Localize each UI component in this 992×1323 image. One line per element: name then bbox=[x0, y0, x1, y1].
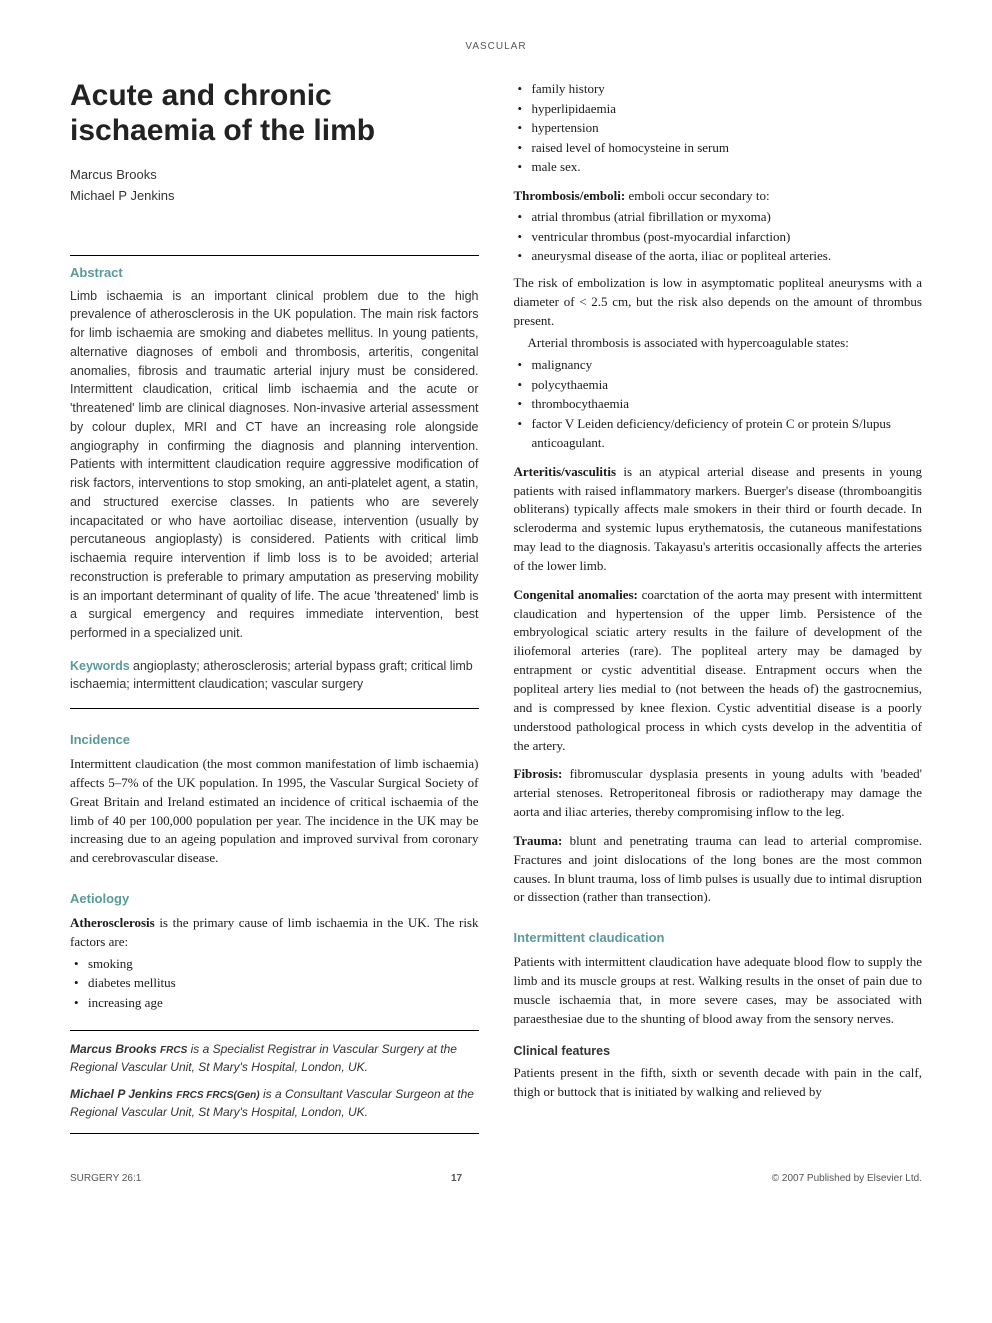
thrombosis-lead: Thrombosis/emboli: bbox=[514, 188, 626, 203]
arteritis-para: Arteritis/vasculitis is an atypical arte… bbox=[514, 463, 923, 576]
bullet-item: family history bbox=[518, 79, 923, 99]
keywords-label: Keywords bbox=[70, 659, 130, 673]
thrombosis-bullets: atrial thrombus (atrial fibrillation or … bbox=[514, 207, 923, 266]
bio-name: Marcus Brooks bbox=[70, 1042, 157, 1056]
aetiology-heading: Aetiology bbox=[70, 890, 479, 908]
bullet-item: factor V Leiden deficiency/deficiency of… bbox=[518, 414, 923, 453]
risk-bullets-cont: family history hyperlipidaemia hypertens… bbox=[514, 79, 923, 177]
rule-bio-top bbox=[70, 1030, 479, 1031]
arterial-bullets: malignancy polycythaemia thrombocythaemi… bbox=[514, 355, 923, 453]
clinical-heading: Clinical features bbox=[514, 1043, 923, 1061]
rule-bio-bottom bbox=[70, 1133, 479, 1134]
congenital-lead: Congenital anomalies: bbox=[514, 587, 638, 602]
rule-top bbox=[70, 255, 479, 256]
aetiology-intro: Atherosclerosis is the primary cause of … bbox=[70, 914, 479, 952]
bio-name: Michael P Jenkins bbox=[70, 1087, 173, 1101]
bullet-item: polycythaemia bbox=[518, 375, 923, 395]
left-column: Acute and chronic ischaemia of the limb … bbox=[70, 79, 479, 1142]
trauma-lead: Trauma: bbox=[514, 833, 563, 848]
intermittent-text: Patients with intermittent claudication … bbox=[514, 953, 923, 1028]
author-2: Michael P Jenkins bbox=[70, 187, 479, 205]
bullet-item: increasing age bbox=[74, 993, 479, 1013]
trauma-para: Trauma: blunt and penetrating trauma can… bbox=[514, 832, 923, 907]
incidence-text: Intermittent claudication (the most comm… bbox=[70, 755, 479, 868]
bullet-item: malignancy bbox=[518, 355, 923, 375]
category-header: VASCULAR bbox=[70, 40, 922, 54]
bio-2: Michael P Jenkins FRCS FRCS(Gen) is a Co… bbox=[70, 1086, 479, 1121]
footer-right: © 2007 Published by Elsevier Ltd. bbox=[772, 1172, 922, 1186]
aetiology-lead: Atherosclerosis bbox=[70, 915, 155, 930]
page-footer: SURGERY 26:1 17 © 2007 Published by Else… bbox=[70, 1172, 922, 1186]
bullet-item: ventricular thrombus (post-myocardial in… bbox=[518, 227, 923, 247]
keywords-text: angioplasty; atherosclerosis; arterial b… bbox=[70, 659, 473, 692]
thrombosis-intro: Thrombosis/emboli: emboli occur secondar… bbox=[514, 187, 923, 206]
bullet-item: thrombocythaemia bbox=[518, 394, 923, 414]
bio-creds: FRCS bbox=[160, 1045, 187, 1056]
congenital-text: coarctation of the aorta may present wit… bbox=[514, 587, 923, 753]
aetiology-bullets: smoking diabetes mellitus increasing age bbox=[70, 954, 479, 1013]
arteritis-lead: Arteritis/vasculitis bbox=[514, 464, 617, 479]
footer-left: SURGERY 26:1 bbox=[70, 1172, 141, 1186]
bullet-item: raised level of homocysteine in serum bbox=[518, 138, 923, 158]
bio-1: Marcus Brooks FRCS is a Specialist Regis… bbox=[70, 1041, 479, 1076]
bullet-item: smoking bbox=[74, 954, 479, 974]
article-title: Acute and chronic ischaemia of the limb bbox=[70, 79, 479, 148]
authors-block: Marcus Brooks Michael P Jenkins bbox=[70, 166, 479, 205]
congenital-para: Congenital anomalies: coarctation of the… bbox=[514, 586, 923, 756]
arteritis-text: is an atypical arterial disease and pres… bbox=[514, 464, 923, 573]
bullet-item: hyperlipidaemia bbox=[518, 99, 923, 119]
bullet-item: male sex. bbox=[518, 157, 923, 177]
clinical-text: Patients present in the fifth, sixth or … bbox=[514, 1064, 923, 1102]
abstract-label: Abstract bbox=[70, 264, 479, 282]
bullet-item: aneurysmal disease of the aorta, iliac o… bbox=[518, 246, 923, 266]
right-column: family history hyperlipidaemia hypertens… bbox=[514, 79, 923, 1142]
bullet-item: hypertension bbox=[518, 118, 923, 138]
footer-pagenum: 17 bbox=[451, 1172, 462, 1186]
bio-creds: FRCS FRCS(Gen) bbox=[176, 1090, 259, 1101]
intermittent-heading: Intermittent claudication bbox=[514, 929, 923, 947]
content-columns: Acute and chronic ischaemia of the limb … bbox=[70, 79, 922, 1142]
incidence-heading: Incidence bbox=[70, 731, 479, 749]
bullet-item: atrial thrombus (atrial fibrillation or … bbox=[518, 207, 923, 227]
thrombosis-after: The risk of embolization is low in asymp… bbox=[514, 274, 923, 331]
rule-abstract-end bbox=[70, 708, 479, 709]
fibrosis-text: fibromuscular dysplasia presents in youn… bbox=[514, 766, 923, 819]
author-1: Marcus Brooks bbox=[70, 166, 479, 184]
fibrosis-lead: Fibrosis: bbox=[514, 766, 563, 781]
abstract-text: Limb ischaemia is an important clinical … bbox=[70, 287, 479, 643]
thrombosis-intro-text: emboli occur secondary to: bbox=[625, 188, 769, 203]
bullet-item: diabetes mellitus bbox=[74, 973, 479, 993]
trauma-text: blunt and penetrating trauma can lead to… bbox=[514, 833, 923, 905]
arterial-intro: Arterial thrombosis is associated with h… bbox=[514, 334, 923, 353]
fibrosis-para: Fibrosis: fibromuscular dysplasia presen… bbox=[514, 765, 923, 822]
